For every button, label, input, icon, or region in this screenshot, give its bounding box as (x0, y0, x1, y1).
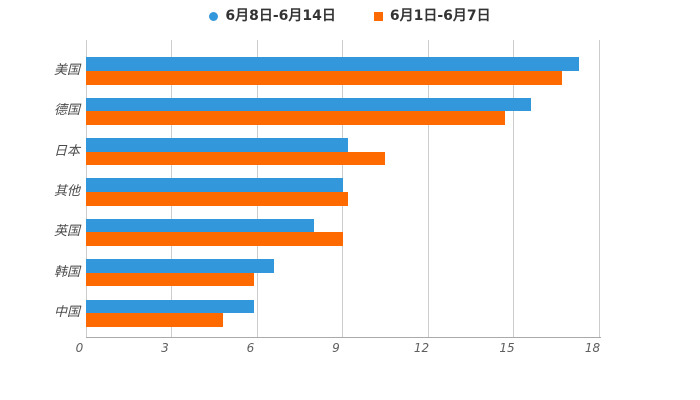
category-label-1: 德国 (53, 103, 80, 119)
gridline-x18 (598, 40, 600, 337)
x-tick-label-15: 15 (499, 341, 515, 355)
bar-s0-c5[interactable] (86, 259, 275, 273)
legend-item-0[interactable]: 6月8日-6月14日 (209, 9, 336, 23)
bar-s0-c0[interactable] (86, 57, 580, 71)
legend: 6月8日-6月14日 6月1日-6月7日 (0, 6, 700, 26)
bar-s0-c4[interactable] (86, 218, 314, 233)
gridline-x15 (513, 40, 514, 337)
category-label-2: 日本 (53, 143, 80, 159)
category-label-3: 其他 (53, 184, 80, 200)
x-tick-label-3: 3 (161, 341, 169, 355)
legend-label: 6月1日-6月7日 (389, 8, 491, 24)
gridline-x12 (427, 40, 429, 337)
bar-s0-c2[interactable] (86, 138, 349, 152)
category-label-4: 英国 (53, 224, 80, 240)
x-tick-label-9: 9 (332, 341, 340, 355)
bar-s1-c3[interactable] (86, 192, 349, 206)
bar-s1-c1[interactable] (86, 111, 505, 125)
x-tick-label-6: 6 (246, 341, 255, 355)
gridline-x9 (342, 40, 343, 337)
bar-s1-c5[interactable] (86, 272, 255, 287)
bar-s1-c6[interactable] (86, 313, 223, 327)
x-tick-label-18: 18 (584, 341, 601, 355)
legend-circle-icon (209, 11, 219, 21)
bar-s0-c1[interactable] (86, 97, 531, 112)
category-label-5: 韩国 (53, 264, 80, 280)
legend-square-icon (373, 11, 383, 21)
bar-s0-c6[interactable] (86, 299, 255, 314)
legend-item-1[interactable]: 6月1日-6月7日 (373, 8, 491, 24)
x-tick-label-12: 12 (413, 341, 430, 355)
bar-s0-c3[interactable] (86, 178, 343, 193)
category-label-0: 美国 (53, 63, 80, 78)
x-tick-label-0: 0 (75, 341, 84, 355)
legend-label: 6月8日-6月14日 (225, 8, 336, 24)
bar-s1-c4[interactable] (86, 232, 343, 246)
bar-s1-c0[interactable] (86, 71, 562, 85)
bar-s1-c2[interactable] (86, 151, 386, 166)
category-label-6: 中国 (53, 305, 80, 321)
x-axis-line (85, 337, 601, 338)
